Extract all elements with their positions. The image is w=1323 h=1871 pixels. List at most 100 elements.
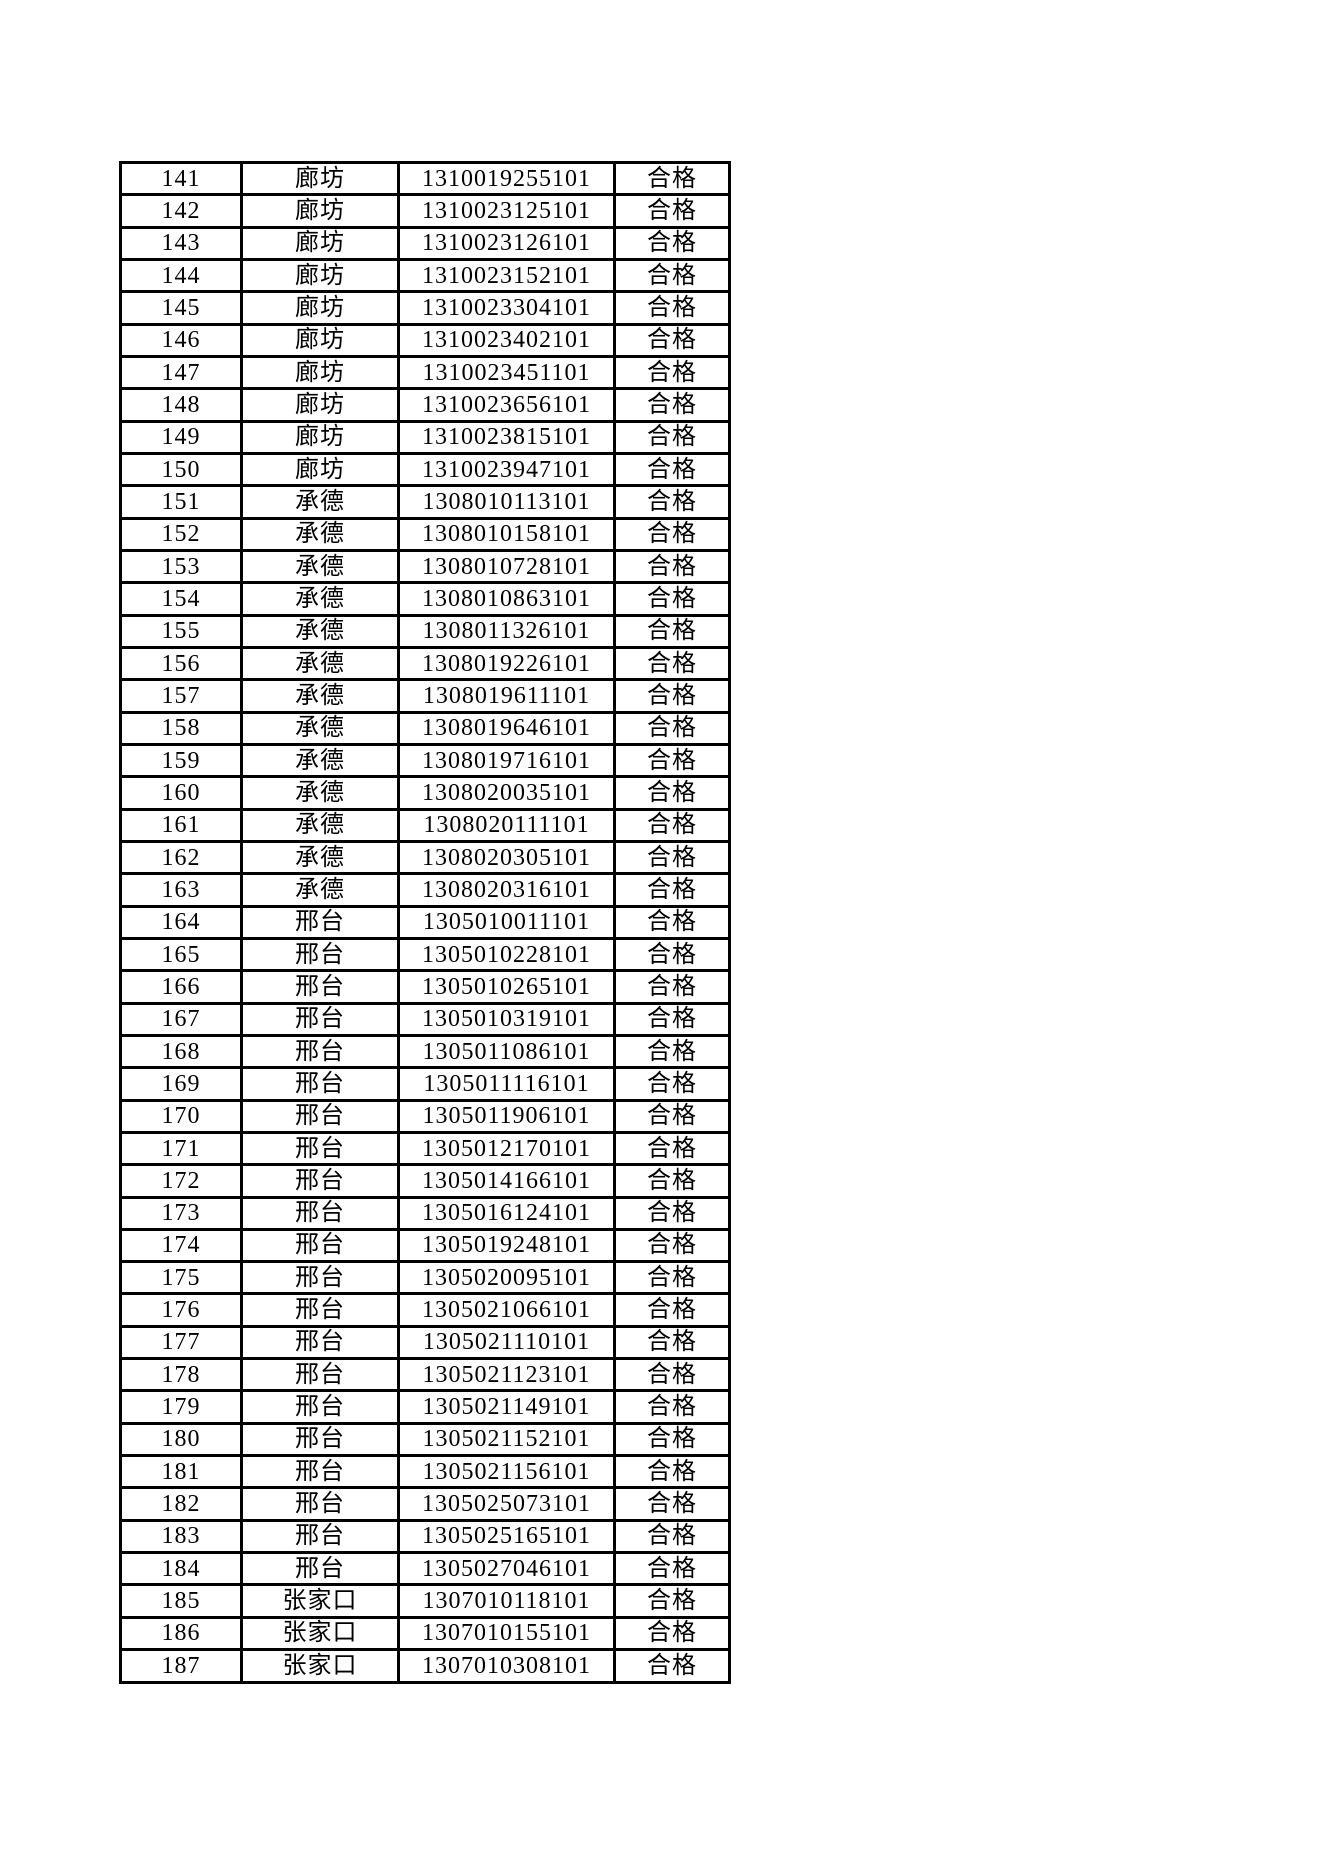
candidate-id-cell: 1308010113101: [397, 484, 616, 520]
result-cell: 合格: [613, 1260, 731, 1296]
result-cell: 合格: [613, 742, 731, 779]
row-number-cell: 177: [119, 1324, 243, 1361]
result-cell: 合格: [613, 1066, 731, 1102]
row-number-cell: 164: [119, 904, 243, 940]
result-cell: 合格: [613, 1583, 731, 1619]
result-cell: 合格: [613, 257, 731, 294]
city-cell: 廊坊: [240, 419, 400, 455]
row-number-cell: 141: [119, 160, 243, 197]
result-cell: 合格: [613, 1001, 731, 1037]
row-number-cell: 150: [119, 451, 243, 488]
city-cell: 承德: [240, 775, 400, 811]
city-cell: 承德: [240, 710, 400, 746]
table-row: 181 邢台 1305021156101 合格: [119, 1454, 731, 1490]
result-cell: 合格: [613, 225, 731, 261]
row-number-cell: 167: [119, 1001, 243, 1037]
city-cell: 邢台: [240, 1163, 400, 1199]
city-cell: 邢台: [240, 936, 400, 973]
city-cell: 承德: [240, 678, 400, 714]
result-cell: 合格: [613, 1292, 731, 1328]
row-number-cell: 184: [119, 1551, 243, 1587]
result-cell: 合格: [613, 1454, 731, 1490]
city-cell: 邢台: [240, 1421, 400, 1458]
candidate-id-cell: 1305021149101: [397, 1389, 616, 1425]
result-cell: 合格: [613, 387, 731, 423]
candidate-id-cell: 1308019646101: [397, 710, 616, 746]
table-row: 169 邢台 1305011116101 合格: [119, 1066, 731, 1102]
row-number-cell: 180: [119, 1421, 243, 1458]
row-number-cell: 183: [119, 1518, 243, 1555]
table-row: 183 邢台 1305025165101 合格: [119, 1518, 731, 1555]
candidate-id-cell: 1308011326101: [397, 613, 616, 649]
candidate-id-cell: 1305021123101: [397, 1357, 616, 1393]
result-cell: 合格: [613, 1615, 731, 1652]
table-row: 154 承德 1308010863101 合格: [119, 581, 731, 617]
candidate-id-cell: 1308019226101: [397, 645, 616, 682]
candidate-id-cell: 1307010155101: [397, 1615, 616, 1652]
city-cell: 承德: [240, 581, 400, 617]
city-cell: 廊坊: [240, 290, 400, 326]
row-number-cell: 142: [119, 193, 243, 229]
candidate-id-cell: 1310019255101: [397, 160, 616, 197]
result-cell: 合格: [613, 1098, 731, 1134]
table-row: 157 承德 1308019611101 合格: [119, 678, 731, 714]
table-row: 152 承德 1308010158101 合格: [119, 516, 731, 552]
candidate-id-cell: 1308010728101: [397, 548, 616, 585]
row-number-cell: 159: [119, 742, 243, 779]
row-number-cell: 160: [119, 775, 243, 811]
city-cell: 邢台: [240, 1357, 400, 1393]
table-row: 150 廊坊 1310023947101 合格: [119, 451, 731, 488]
city-cell: 张家口: [240, 1583, 400, 1619]
row-number-cell: 163: [119, 872, 243, 908]
result-cell: 合格: [613, 516, 731, 552]
row-number-cell: 186: [119, 1615, 243, 1652]
city-cell: 廊坊: [240, 354, 400, 391]
row-number-cell: 143: [119, 225, 243, 261]
result-cell: 合格: [613, 775, 731, 811]
result-cell: 合格: [613, 1648, 731, 1684]
table-row: 182 邢台 1305025073101 合格: [119, 1486, 731, 1522]
candidate-id-cell: 1305011086101: [397, 1033, 616, 1070]
row-number-cell: 165: [119, 936, 243, 973]
result-cell: 合格: [613, 1324, 731, 1361]
city-cell: 邢台: [240, 1227, 400, 1264]
row-number-cell: 156: [119, 645, 243, 682]
result-cell: 合格: [613, 1389, 731, 1425]
result-cell: 合格: [613, 290, 731, 326]
row-number-cell: 144: [119, 257, 243, 294]
candidate-id-cell: 1305021156101: [397, 1454, 616, 1490]
city-cell: 邢台: [240, 1195, 400, 1231]
result-cell: 合格: [613, 548, 731, 585]
candidate-id-cell: 1305025073101: [397, 1486, 616, 1522]
city-cell: 廊坊: [240, 193, 400, 229]
row-number-cell: 168: [119, 1033, 243, 1070]
row-number-cell: 147: [119, 354, 243, 391]
row-number-cell: 154: [119, 581, 243, 617]
table-row: 171 邢台 1305012170101 合格: [119, 1130, 731, 1167]
city-cell: 邢台: [240, 1066, 400, 1102]
table-row: 168 邢台 1305011086101 合格: [119, 1033, 731, 1070]
result-cell: 合格: [613, 419, 731, 455]
row-number-cell: 152: [119, 516, 243, 552]
candidate-id-cell: 1305021110101: [397, 1324, 616, 1361]
row-number-cell: 185: [119, 1583, 243, 1619]
table-row: 144 廊坊 1310023152101 合格: [119, 257, 731, 294]
city-cell: 承德: [240, 872, 400, 908]
result-cell: 合格: [613, 872, 731, 908]
candidate-id-cell: 1305019248101: [397, 1227, 616, 1264]
result-cell: 合格: [613, 1227, 731, 1264]
table-row: 160 承德 1308020035101 合格: [119, 775, 731, 811]
city-cell: 邢台: [240, 1324, 400, 1361]
result-cell: 合格: [613, 1195, 731, 1231]
result-cell: 合格: [613, 1551, 731, 1587]
table-row: 164 邢台 1305010011101 合格: [119, 904, 731, 940]
city-cell: 邢台: [240, 1260, 400, 1296]
city-cell: 承德: [240, 516, 400, 552]
result-cell: 合格: [613, 193, 731, 229]
city-cell: 邢台: [240, 1486, 400, 1522]
candidate-id-cell: 1310023125101: [397, 193, 616, 229]
candidate-id-cell: 1305010228101: [397, 936, 616, 973]
candidate-id-cell: 1310023152101: [397, 257, 616, 294]
table-row: 186 张家口 1307010155101 合格: [119, 1615, 731, 1652]
table-row: 148 廊坊 1310023656101 合格: [119, 387, 731, 423]
